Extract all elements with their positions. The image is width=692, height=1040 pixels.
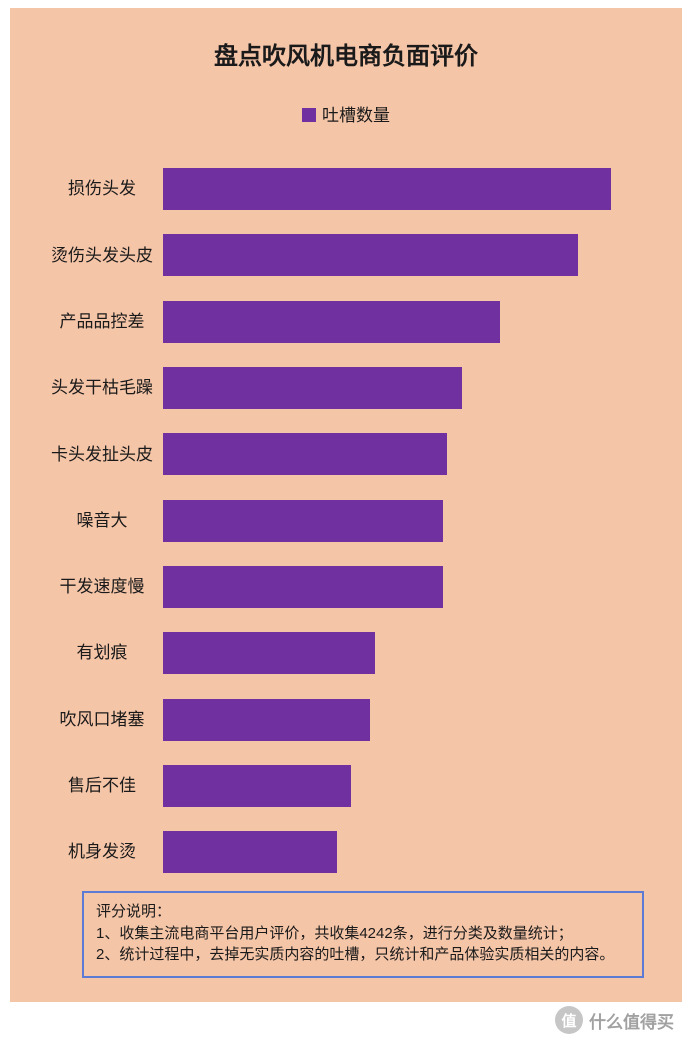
legend-label: 吐槽数量 bbox=[322, 106, 390, 125]
bar-track bbox=[163, 222, 645, 288]
legend: 吐槽数量 bbox=[10, 101, 682, 126]
bar-track bbox=[163, 686, 645, 752]
bar bbox=[163, 699, 370, 741]
bar-track bbox=[163, 355, 645, 421]
watermark-badge-icon: 值 bbox=[555, 1006, 583, 1034]
category-label: 头发干枯毛躁 bbox=[45, 378, 163, 398]
chart-container: 盘点吹风机电商负面评价 吐槽数量 损伤头发 烫伤头发头皮 产品品控差 头发干枯毛… bbox=[10, 8, 682, 1002]
plot-area: 损伤头发 烫伤头发头皮 产品品控差 头发干枯毛躁 卡头发扯头皮 噪音大 干发速度… bbox=[45, 156, 645, 886]
legend-swatch bbox=[302, 108, 316, 122]
bar-row: 有划痕 bbox=[45, 620, 645, 686]
bar bbox=[163, 566, 443, 608]
category-label: 吹风口堵塞 bbox=[45, 710, 163, 730]
bar bbox=[163, 500, 443, 542]
bar-track bbox=[163, 487, 645, 553]
bar-track bbox=[163, 554, 645, 620]
bar bbox=[163, 234, 578, 276]
category-label: 卡头发扯头皮 bbox=[45, 445, 163, 465]
category-label: 损伤头发 bbox=[45, 179, 163, 199]
bar bbox=[163, 831, 337, 873]
note-heading: 评分说明： bbox=[96, 901, 630, 923]
category-label: 产品品控差 bbox=[45, 312, 163, 332]
bar-row: 干发速度慢 bbox=[45, 554, 645, 620]
bar-row: 售后不佳 bbox=[45, 753, 645, 819]
bar-track bbox=[163, 421, 645, 487]
bar-track bbox=[163, 753, 645, 819]
bar bbox=[163, 168, 611, 210]
bar bbox=[163, 765, 351, 807]
bar bbox=[163, 367, 462, 409]
bar-track bbox=[163, 620, 645, 686]
bar bbox=[163, 632, 375, 674]
category-label: 噪音大 bbox=[45, 511, 163, 531]
chart-title: 盘点吹风机电商负面评价 bbox=[10, 8, 682, 71]
bar-row: 吹风口堵塞 bbox=[45, 686, 645, 752]
watermark-text: 什么值得买 bbox=[589, 1008, 674, 1033]
note-line: 1、收集主流电商平台用户评价，共收集4242条，进行分类及数量统计； bbox=[96, 923, 630, 945]
note-line: 2、统计过程中，去掉无实质内容的吐槽，只统计和产品体验实质相关的内容。 bbox=[96, 944, 630, 966]
bar-row: 卡头发扯头皮 bbox=[45, 421, 645, 487]
category-label: 有划痕 bbox=[45, 643, 163, 663]
bar-track bbox=[163, 819, 645, 885]
bar bbox=[163, 301, 500, 343]
note-box: 评分说明： 1、收集主流电商平台用户评价，共收集4242条，进行分类及数量统计；… bbox=[82, 891, 644, 978]
bar-row: 头发干枯毛躁 bbox=[45, 355, 645, 421]
bar-track bbox=[163, 156, 645, 222]
bar-row: 噪音大 bbox=[45, 487, 645, 553]
category-label: 机身发烫 bbox=[45, 842, 163, 862]
category-label: 烫伤头发头皮 bbox=[45, 246, 163, 266]
category-label: 干发速度慢 bbox=[45, 577, 163, 597]
bar-row: 产品品控差 bbox=[45, 289, 645, 355]
bar-row: 损伤头发 bbox=[45, 156, 645, 222]
bar-row: 机身发烫 bbox=[45, 819, 645, 885]
bar-track bbox=[163, 289, 645, 355]
watermark: 值 什么值得买 bbox=[555, 1006, 674, 1034]
category-label: 售后不佳 bbox=[45, 776, 163, 796]
bar-row: 烫伤头发头皮 bbox=[45, 222, 645, 288]
bar bbox=[163, 433, 447, 475]
